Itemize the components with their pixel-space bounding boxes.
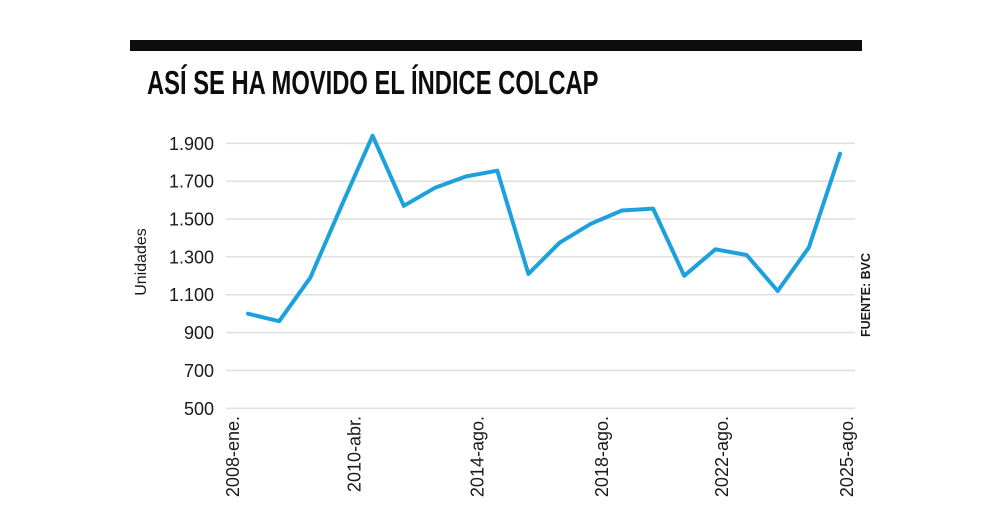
x-tick-label: 2018-ago.: [592, 416, 612, 497]
chart-title: ASÍ SE HA MOVIDO EL ÍNDICE COLCAP: [147, 64, 599, 101]
y-tick-label: 900: [184, 323, 214, 343]
colcap-series-line: [246, 133, 842, 324]
x-tick-label: 2022-ago.: [712, 416, 732, 497]
top-rule-bar: [130, 40, 862, 51]
x-tick-label: 2014-ago.: [468, 416, 488, 497]
x-tick-label: 2008-ene.: [223, 416, 243, 497]
source-note: FUENTE: BVC: [859, 253, 873, 337]
y-tick-label: 1.100: [169, 285, 214, 305]
y-tick-label: 700: [184, 361, 214, 381]
y-tick-label: 1.300: [169, 247, 214, 267]
y-tick-label: 1.500: [169, 210, 214, 230]
y-tick-label: 1.900: [169, 134, 214, 154]
x-tick-label: 2010-abr.: [344, 416, 364, 492]
y-tick-label: 500: [184, 399, 214, 419]
x-tick-label: 2025-ago.: [837, 416, 857, 497]
y-tick-label: 1.700: [169, 172, 214, 192]
y-axis-label: Unidades: [133, 228, 150, 296]
